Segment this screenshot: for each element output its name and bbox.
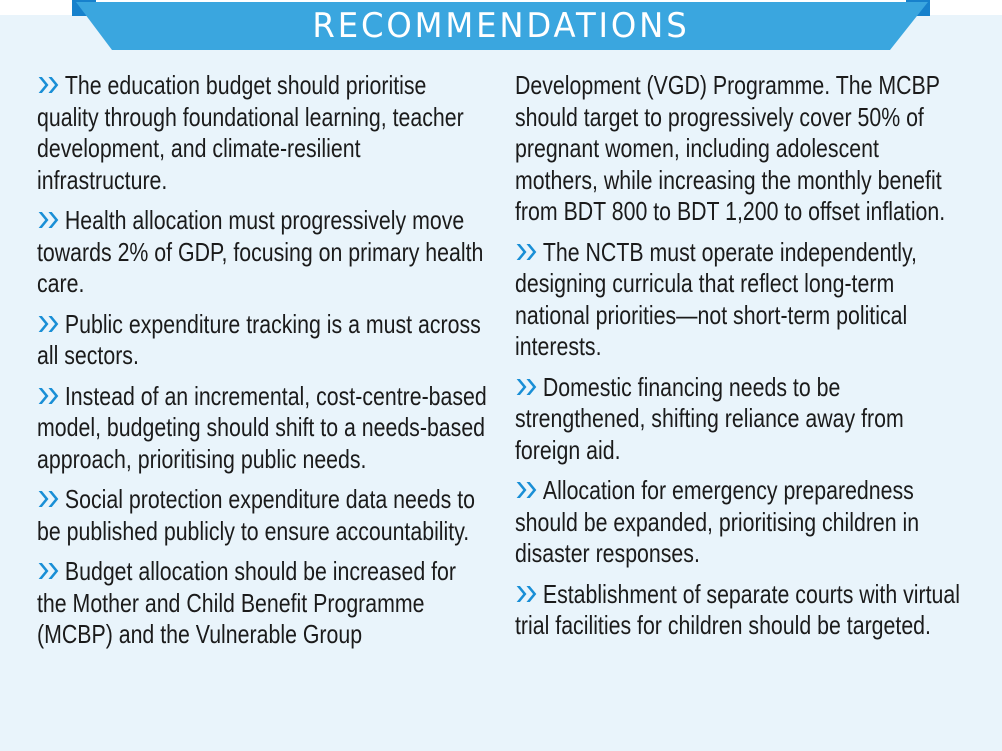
recommendation-text: Establishment of separate courts with vi… <box>515 578 961 641</box>
double-chevron-right-icon <box>38 77 59 93</box>
recommendation-item: Domestic financing needs to be strengthe… <box>515 372 962 467</box>
recommendation-text: The education budget should prioritise q… <box>37 70 464 195</box>
recommendation-item: The education budget should prioritise q… <box>37 70 488 196</box>
double-chevron-right-icon <box>516 585 537 602</box>
recommendation-item: Establishment of separate courts with vi… <box>515 579 962 642</box>
recommendation-text: Public expenditure tracking is a must ac… <box>37 308 481 371</box>
page-title: RECOMMENDATIONS <box>312 6 690 46</box>
header-banner <box>72 0 930 50</box>
left-column: The education budget should prioritise q… <box>37 70 488 660</box>
recommendation-text: Domestic financing needs to be strengthe… <box>515 371 904 465</box>
recommendation-item: Allocation for emergency preparedness sh… <box>515 475 962 570</box>
recommendation-text: Health allocation must progressively mov… <box>37 205 484 298</box>
recommendation-item: The NCTB must operate independently, des… <box>515 237 962 363</box>
double-chevron-right-icon <box>516 378 537 395</box>
recommendation-item: Public expenditure tracking is a must ac… <box>37 309 488 372</box>
recommendation-text: Instead of an incremental, cost-centre-b… <box>37 380 487 474</box>
double-chevron-right-icon <box>516 243 537 260</box>
right-column: Development (VGD) Programme. The MCBP sh… <box>515 70 962 651</box>
double-chevron-right-icon <box>38 387 59 404</box>
recommendation-continuation: Development (VGD) Programme. The MCBP sh… <box>515 70 946 226</box>
recommendation-text: The NCTB must operate independently, des… <box>515 236 917 362</box>
recommendation-text: Budget allocation should be increased fo… <box>37 556 457 649</box>
recommendation-text: Allocation for emergency preparedness sh… <box>515 475 920 568</box>
background-panel <box>0 15 1002 751</box>
recommendation-text: Social protection expenditure data needs… <box>37 484 475 546</box>
double-chevron-right-icon <box>38 563 59 579</box>
recommendation-item: Instead of an incremental, cost-centre-b… <box>37 381 488 476</box>
double-chevron-right-icon <box>38 491 59 507</box>
recommendation-item: Health allocation must progressively mov… <box>37 205 488 300</box>
double-chevron-right-icon <box>38 212 59 228</box>
recommendation-item: Social protection expenditure data needs… <box>37 484 488 547</box>
recommendation-item: Budget allocation should be increased fo… <box>37 556 488 651</box>
double-chevron-right-icon <box>516 482 537 498</box>
double-chevron-right-icon <box>38 315 59 332</box>
